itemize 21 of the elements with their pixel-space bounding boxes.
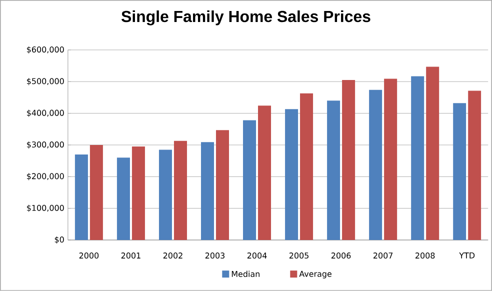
bar — [411, 76, 424, 240]
bar — [174, 140, 187, 240]
bar — [300, 93, 314, 240]
bar — [384, 78, 398, 240]
bar — [426, 66, 440, 240]
bar — [453, 103, 466, 240]
bar — [327, 100, 340, 240]
bar — [158, 150, 172, 240]
bar — [116, 158, 130, 240]
bar — [468, 90, 482, 240]
bar — [285, 109, 298, 240]
bar — [74, 154, 88, 240]
bar — [90, 144, 103, 240]
chart-title: Single Family Home Sales Prices — [121, 10, 370, 26]
bar — [132, 146, 145, 240]
bar — [258, 106, 272, 240]
bar — [200, 142, 214, 240]
bar — [243, 120, 256, 240]
bar — [369, 90, 382, 240]
bar — [342, 80, 356, 240]
bar — [216, 130, 229, 240]
